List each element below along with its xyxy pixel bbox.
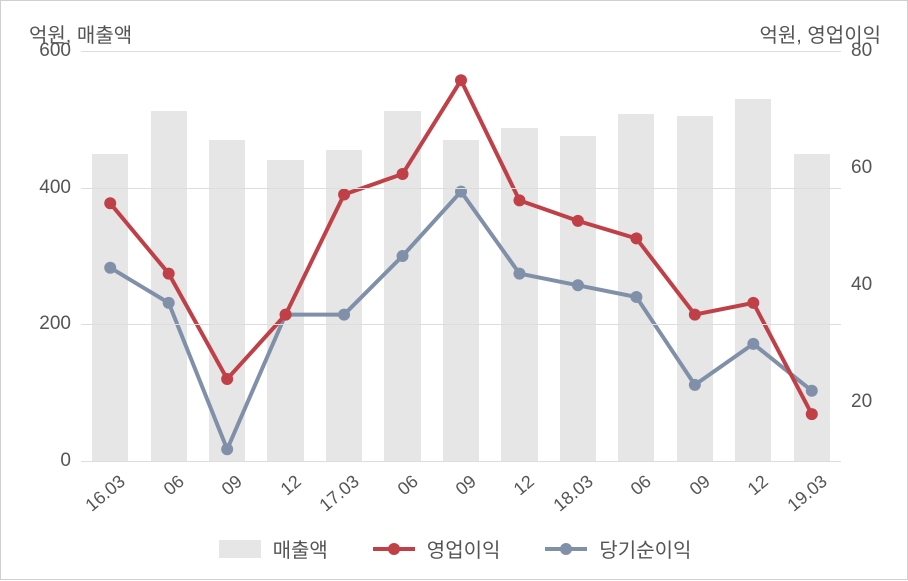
- legend-item-bars: 매출액: [219, 534, 328, 563]
- series-marker: [104, 197, 116, 209]
- y-tick-right: 20: [851, 391, 872, 413]
- grid-line: [81, 51, 841, 52]
- series-marker: [397, 250, 409, 262]
- legend: 매출액 영업이익 당기순이익: [1, 534, 908, 563]
- y-tick-left: 0: [21, 450, 71, 472]
- series-marker: [163, 268, 175, 280]
- grid-line: [81, 188, 841, 189]
- series-marker: [280, 309, 292, 321]
- line-overlay: [81, 51, 841, 461]
- legend-marker-line1: [388, 543, 400, 555]
- legend-marker-line2: [560, 543, 572, 555]
- y-tick-right: 80: [851, 40, 872, 62]
- series-marker: [747, 297, 759, 309]
- y-tick-right: 40: [851, 274, 872, 296]
- series-marker: [104, 262, 116, 274]
- legend-label-line2: 당기순이익: [599, 534, 691, 563]
- chart-container: 억원, 매출액 억원, 영업이익 매출액 영업이익 당기순이익 02004006…: [1, 1, 908, 581]
- series-marker: [630, 232, 642, 244]
- legend-item-line1: 영업이익: [373, 534, 501, 563]
- series-marker: [338, 189, 350, 201]
- series-marker: [747, 338, 759, 350]
- series-line: [110, 80, 812, 414]
- series-marker: [572, 215, 584, 227]
- y-tick-right: 60: [851, 157, 872, 179]
- y-tick-left: 600: [21, 40, 71, 62]
- series-marker: [338, 309, 350, 321]
- series-marker: [806, 408, 818, 420]
- series-marker: [397, 168, 409, 180]
- series-marker: [689, 379, 701, 391]
- series-marker: [513, 268, 525, 280]
- series-marker: [221, 373, 233, 385]
- legend-label-line1: 영업이익: [427, 534, 501, 563]
- series-marker: [163, 297, 175, 309]
- legend-label-bars: 매출액: [273, 534, 328, 563]
- series-marker: [806, 385, 818, 397]
- legend-swatch-line2: [545, 547, 587, 551]
- grid-line: [81, 324, 841, 325]
- legend-swatch-line1: [373, 547, 415, 551]
- series-marker: [455, 74, 467, 86]
- grid-line: [81, 461, 841, 462]
- series-line: [110, 192, 812, 450]
- y-tick-left: 400: [21, 177, 71, 199]
- series-marker: [572, 279, 584, 291]
- series-marker: [630, 291, 642, 303]
- plot-area: [81, 51, 841, 461]
- legend-swatch-bars: [219, 540, 261, 558]
- series-marker: [221, 443, 233, 455]
- series-marker: [689, 309, 701, 321]
- series-marker: [513, 194, 525, 206]
- y-tick-left: 200: [21, 313, 71, 335]
- legend-item-line2: 당기순이익: [545, 534, 691, 563]
